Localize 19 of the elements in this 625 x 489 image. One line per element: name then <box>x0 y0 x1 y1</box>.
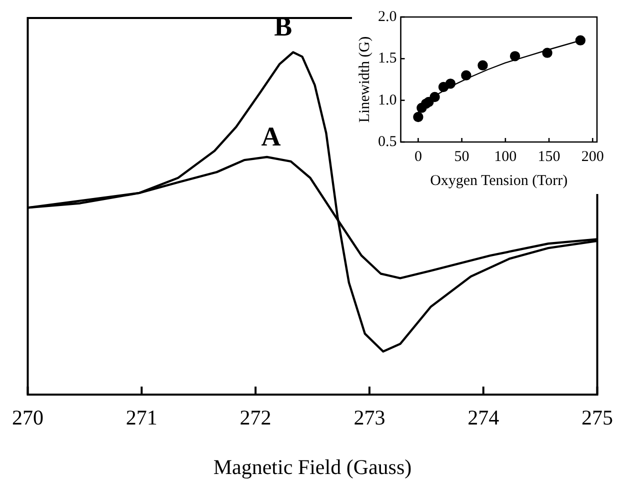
x-tick-label: 270 <box>12 406 44 430</box>
x-tick-label: 273 <box>354 406 386 430</box>
x-tick-label: 274 <box>468 406 500 430</box>
y-tick-label: 0.5 <box>378 134 397 150</box>
y-axis-title: Linewidth (G) <box>356 36 373 123</box>
x-axis-title: Oxygen Tension (Torr) <box>430 172 568 189</box>
x-axis-title: Magnetic Field (Gauss) <box>213 454 412 479</box>
x-tick-label: 0 <box>414 148 422 165</box>
x-tick-label: 50 <box>454 148 470 165</box>
x-tick-label: 272 <box>240 406 272 430</box>
y-tick-label: 2.0 <box>378 8 397 25</box>
y-tick-label: 1.5 <box>378 50 397 67</box>
x-tick-label: 200 <box>581 148 604 165</box>
x-tick-label: 275 <box>582 406 613 430</box>
x-tick-label: 100 <box>494 148 517 165</box>
x-tick-label: 271 <box>126 406 158 430</box>
series-label: A <box>261 121 282 152</box>
x-tick-label: 150 <box>538 148 560 165</box>
y-tick-label: 1.0 <box>378 92 397 108</box>
